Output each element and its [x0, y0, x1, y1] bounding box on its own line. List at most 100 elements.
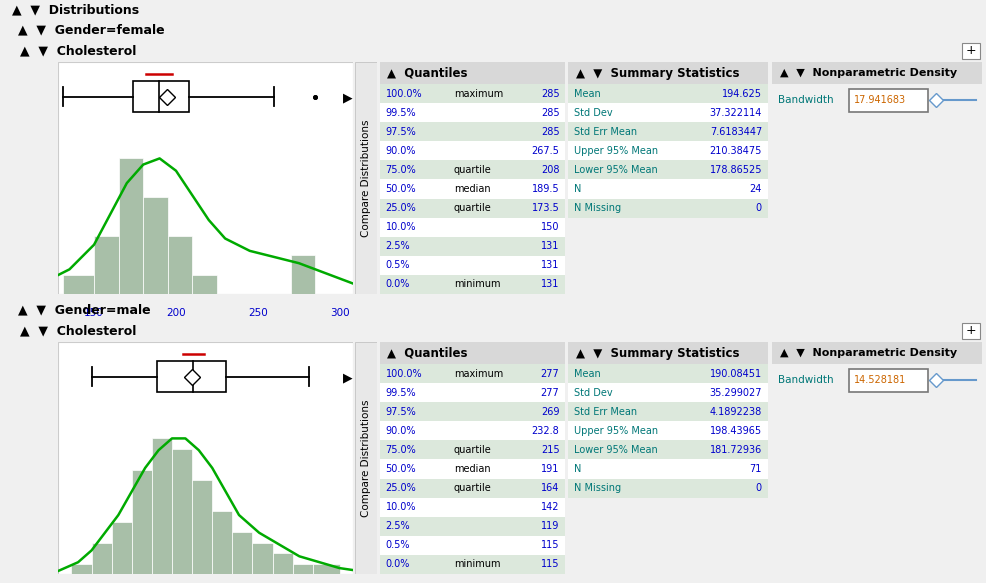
Text: Compare Distributions: Compare Distributions — [361, 399, 371, 517]
Text: Upper 95% Mean: Upper 95% Mean — [574, 426, 658, 436]
Text: 269: 269 — [540, 407, 559, 417]
Text: ▲  ▼  Summary Statistics: ▲ ▼ Summary Statistics — [576, 346, 739, 360]
Text: 189.5: 189.5 — [531, 184, 559, 194]
Text: ▲  Quantiles: ▲ Quantiles — [387, 66, 467, 79]
Bar — [111, 522, 131, 574]
Text: 97.5%: 97.5% — [386, 407, 416, 417]
Text: 142: 142 — [540, 502, 559, 512]
Text: maximum: maximum — [454, 368, 503, 378]
Text: 277: 277 — [540, 368, 559, 378]
Text: 210.38475: 210.38475 — [709, 146, 761, 156]
Bar — [380, 402, 564, 422]
Text: 277: 277 — [540, 388, 559, 398]
Text: 0: 0 — [755, 483, 761, 493]
Text: 208: 208 — [540, 165, 559, 175]
Text: 10.0%: 10.0% — [386, 222, 416, 232]
Text: 131: 131 — [540, 279, 559, 289]
Bar — [567, 383, 767, 402]
Text: N Missing: N Missing — [574, 483, 620, 493]
Text: 200: 200 — [166, 308, 185, 318]
Text: ▶: ▶ — [343, 92, 352, 104]
Bar — [380, 383, 564, 402]
Text: ▲  ▼  Gender=male: ▲ ▼ Gender=male — [18, 304, 150, 317]
Bar — [380, 84, 564, 103]
Text: 2.5%: 2.5% — [386, 241, 410, 251]
Bar — [313, 564, 339, 574]
Bar — [63, 275, 94, 294]
Text: quartile: quartile — [454, 203, 491, 213]
Text: 0.5%: 0.5% — [386, 261, 409, 271]
Bar — [291, 255, 315, 294]
Text: 191: 191 — [540, 464, 559, 474]
Text: 99.5%: 99.5% — [386, 108, 416, 118]
Text: Mean: Mean — [574, 89, 600, 99]
Text: Compare Distributions: Compare Distributions — [361, 120, 371, 237]
Text: ▲  ▼  Cholesterol: ▲ ▼ Cholesterol — [20, 325, 136, 338]
Text: minimum: minimum — [454, 560, 500, 570]
Text: 300: 300 — [329, 308, 349, 318]
Text: 285: 285 — [540, 127, 559, 137]
Text: 250: 250 — [247, 308, 267, 318]
Bar — [380, 422, 564, 440]
Text: Std Err Mean: Std Err Mean — [574, 127, 637, 137]
Bar — [92, 543, 111, 574]
Bar — [94, 236, 118, 294]
Bar — [132, 82, 189, 112]
Text: 7.6183447: 7.6183447 — [709, 127, 761, 137]
Text: 99.5%: 99.5% — [386, 388, 416, 398]
Bar — [567, 364, 767, 383]
Bar — [567, 122, 767, 141]
Text: ▶: ▶ — [343, 371, 352, 385]
Text: 115: 115 — [540, 560, 559, 570]
Text: 232.8: 232.8 — [531, 426, 559, 436]
Text: 150: 150 — [84, 308, 104, 318]
Bar — [567, 440, 767, 459]
Text: 25.0%: 25.0% — [386, 203, 416, 213]
Text: Bandwidth: Bandwidth — [778, 95, 833, 106]
Text: 75.0%: 75.0% — [386, 165, 416, 175]
Text: 0: 0 — [755, 203, 761, 213]
Bar — [380, 62, 564, 84]
Text: 24: 24 — [748, 184, 761, 194]
Bar — [293, 564, 313, 574]
Text: +: + — [964, 325, 975, 338]
Text: 198.43965: 198.43965 — [709, 426, 761, 436]
Text: Std Dev: Std Dev — [574, 388, 612, 398]
Text: N: N — [574, 184, 581, 194]
Text: 0.0%: 0.0% — [386, 560, 409, 570]
Bar — [567, 199, 767, 217]
Bar — [771, 368, 981, 392]
Bar — [380, 479, 564, 498]
Text: Bandwidth: Bandwidth — [778, 375, 833, 385]
Text: 173.5: 173.5 — [531, 203, 559, 213]
Bar — [961, 324, 979, 339]
Text: Std Dev: Std Dev — [574, 108, 612, 118]
Text: +: + — [964, 44, 975, 58]
Text: quartile: quartile — [454, 165, 491, 175]
Bar — [380, 275, 564, 294]
Bar — [143, 197, 168, 294]
Text: 181.72936: 181.72936 — [709, 445, 761, 455]
Bar — [131, 470, 152, 574]
Text: ▲  ▼  Distributions: ▲ ▼ Distributions — [12, 3, 139, 16]
Text: 131: 131 — [540, 241, 559, 251]
Text: 100.0%: 100.0% — [386, 89, 422, 99]
Text: maximum: maximum — [454, 89, 503, 99]
Bar — [192, 480, 212, 574]
Text: 215: 215 — [540, 445, 559, 455]
Text: Upper 95% Mean: Upper 95% Mean — [574, 146, 658, 156]
Bar — [567, 160, 767, 180]
Text: 90.0%: 90.0% — [386, 426, 416, 436]
Text: 285: 285 — [540, 108, 559, 118]
Text: 0.0%: 0.0% — [386, 279, 409, 289]
Text: 131: 131 — [540, 261, 559, 271]
Text: quartile: quartile — [454, 483, 491, 493]
Text: 119: 119 — [540, 521, 559, 531]
Bar — [567, 84, 767, 103]
Text: 50.0%: 50.0% — [386, 464, 416, 474]
Text: N Missing: N Missing — [574, 203, 620, 213]
Text: N: N — [574, 464, 581, 474]
Bar — [380, 517, 564, 536]
Text: 71: 71 — [748, 464, 761, 474]
Bar — [212, 511, 232, 574]
